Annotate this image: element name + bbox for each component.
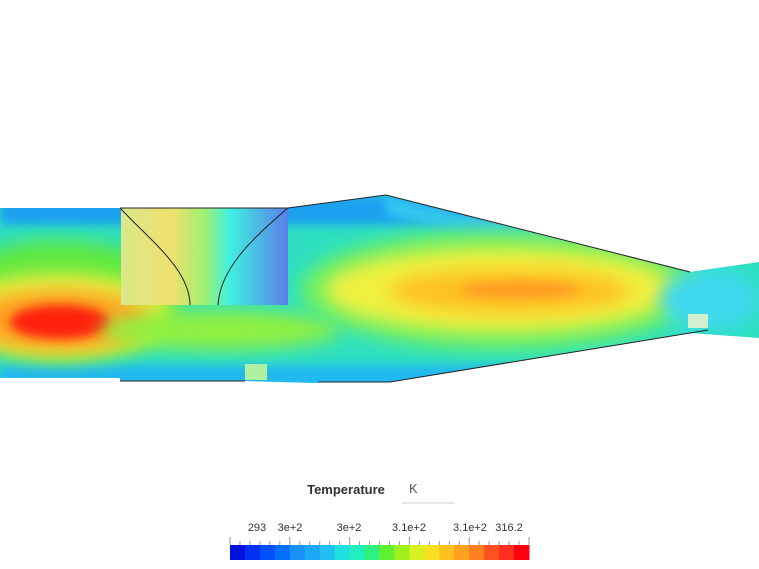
- colorbar-segment: [349, 545, 366, 560]
- colorbar-segment: [274, 545, 291, 560]
- geometry-outline: [119, 194, 709, 383]
- legend-title: Temperature: [307, 482, 385, 497]
- tick-label: 316.2: [495, 522, 523, 534]
- colorbar-segment: [364, 545, 380, 560]
- colorbar-segment: [230, 545, 246, 560]
- colorbar-segment: [259, 545, 276, 560]
- colorbar-segment: [319, 545, 336, 560]
- colorbar-segment: [469, 545, 485, 560]
- colorbar-segment: [499, 545, 515, 560]
- colorbar-segment: [379, 545, 395, 560]
- colorbar: [230, 545, 530, 560]
- colorbar-segment: [424, 545, 440, 560]
- colorbar-segment: [334, 545, 351, 560]
- temperature-field: [0, 195, 759, 383]
- colorbar-segment: [514, 545, 530, 560]
- colorbar-segment: [394, 545, 410, 560]
- colorbar-segment: [484, 545, 500, 560]
- colorbar-segment: [244, 545, 261, 560]
- colorbar-segment: [454, 545, 470, 560]
- colorbar-segment: [289, 545, 306, 560]
- tick-label: 293: [248, 522, 266, 534]
- tick-label: 3.1e+2: [392, 522, 426, 534]
- colorbar-ticks: 293 3e+2 3e+2 3.1e+2 3.1e+2 316.2: [229, 522, 530, 545]
- colorbar-segment: [439, 545, 455, 560]
- colorbar-segment: [409, 545, 425, 560]
- tick-label: 3e+2: [278, 522, 303, 534]
- colorbar-segment: [304, 545, 321, 560]
- legend-unit: K: [409, 481, 418, 496]
- tick-label: 3e+2: [337, 522, 362, 534]
- tick-label: 3.1e+2: [453, 522, 487, 534]
